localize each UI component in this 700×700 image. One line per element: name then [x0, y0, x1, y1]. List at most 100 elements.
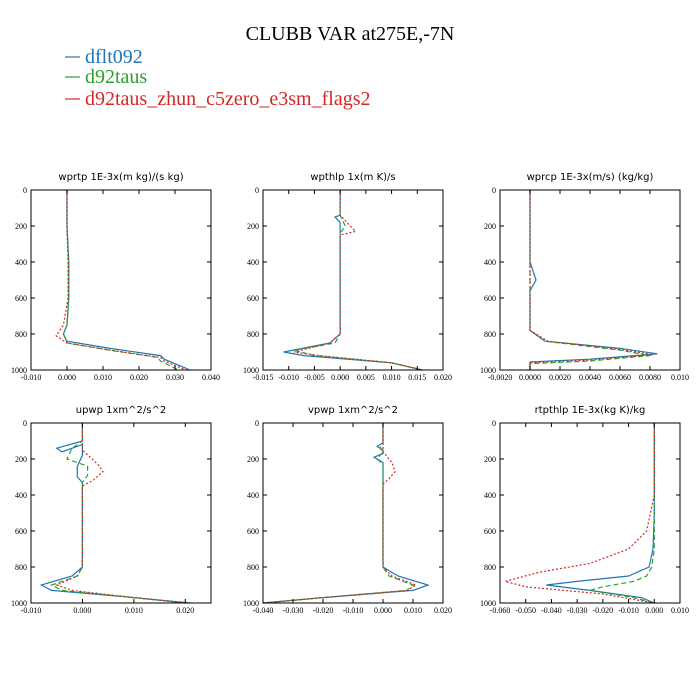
x-tick-label: 0.020	[130, 373, 148, 382]
x-tick-label: 0.0020	[549, 373, 571, 382]
y-tick-label: 400	[15, 258, 27, 267]
series-line-d92taus	[529, 190, 651, 370]
series-line-dflt092	[283, 190, 423, 371]
legend-label-d92taus: d92taus	[85, 66, 147, 88]
panel-title: wpthlp 1x(m K)/s	[310, 172, 395, 183]
y-tick-label: 0	[255, 186, 259, 195]
y-tick-label: 200	[247, 222, 259, 231]
series-line-d92taus_zhun_c5zero_e3sm_flags2	[529, 190, 654, 370]
series-line-d92taus_zhun_c5zero_e3sm_flags2	[55, 423, 186, 604]
y-tick-label: 400	[15, 491, 27, 500]
y-tick-label: 200	[484, 455, 496, 464]
x-tick-label: 0.010	[404, 606, 422, 615]
y-tick-label: 0	[23, 419, 27, 428]
panel-title: vpwp 1xm^2/s^2	[308, 405, 398, 416]
x-tick-label: -0.030	[283, 606, 304, 615]
y-tick-label: 600	[15, 527, 27, 536]
y-tick-label: 1000	[11, 366, 27, 375]
x-tick-label: 0.0040	[579, 373, 601, 382]
x-tick-label: -0.010	[618, 606, 639, 615]
x-tick-label: 0.020	[176, 606, 194, 615]
y-tick-label: 400	[484, 491, 496, 500]
x-tick-label: 0.015	[408, 373, 426, 382]
y-tick-label: 800	[247, 330, 259, 339]
y-tick-label: 800	[15, 330, 27, 339]
x-tick-label: 0.0000	[519, 373, 541, 382]
x-tick-label: 0.0060	[609, 373, 631, 382]
x-tick-label: 0.005	[357, 373, 375, 382]
x-tick-label: -0.050	[515, 606, 536, 615]
x-tick-label: 0.000	[374, 606, 392, 615]
x-tick-label: 0.020	[434, 373, 452, 382]
y-tick-label: 0	[492, 419, 496, 428]
y-tick-label: 800	[484, 563, 496, 572]
plot-frame	[30, 422, 212, 604]
series-line-dflt092	[529, 190, 658, 370]
x-tick-label: -0.020	[593, 606, 614, 615]
y-tick-label: 1000	[11, 599, 27, 608]
series-line-d92taus	[262, 423, 415, 604]
series-line-d92taus_zhun_c5zero_e3sm_flags2	[262, 423, 418, 604]
x-tick-label: -0.015	[253, 373, 274, 382]
series-line-d92taus	[293, 190, 423, 371]
y-tick-label: 200	[247, 455, 259, 464]
panel-title: upwp 1xm^2/s^2	[76, 405, 166, 416]
y-tick-label: 200	[15, 222, 27, 231]
x-tick-label: 0.040	[202, 373, 220, 382]
y-tick-label: 600	[247, 294, 259, 303]
x-tick-label: 0.010	[94, 373, 112, 382]
y-tick-label: 200	[484, 222, 496, 231]
x-tick-label: 0.030	[166, 373, 184, 382]
x-tick-label: -0.020	[313, 606, 334, 615]
series-line-dflt092	[262, 423, 430, 604]
panel-6: rtpthlp 1E-3x(kg K)/kg -0.060 -0.050 -0.040…	[480, 405, 689, 615]
panels: wprtp 1E-3x(m kg)/(s kg) -0.010 0.000 0.010…	[11, 172, 689, 615]
plot-frame	[262, 422, 444, 604]
y-tick-label: 1000	[243, 366, 259, 375]
panel-title: wprtp 1E-3x(m kg)/(s kg)	[58, 172, 183, 183]
series-line-dflt092	[39, 423, 191, 604]
y-tick-label: 0	[255, 419, 259, 428]
x-tick-label: -0.010	[21, 606, 42, 615]
legend-label-dflt092: dflt092	[85, 46, 143, 68]
y-tick-label: 400	[247, 258, 259, 267]
y-tick-label: 800	[484, 330, 496, 339]
figure-title: CLUBB VAR at275E,-7N	[246, 23, 455, 45]
x-tick-label: 0.010	[671, 373, 689, 382]
y-tick-label: 0	[492, 186, 496, 195]
y-tick-label: 600	[484, 527, 496, 536]
plot-frame	[262, 189, 444, 371]
y-tick-label: 600	[247, 527, 259, 536]
plot-frame	[30, 189, 212, 371]
panel-3: wprcp 1E-3x(m/s) (kg/kg) -0.0020 0.0000 0.0…	[480, 172, 689, 382]
panel-title: wprcp 1E-3x(m/s) (kg/kg)	[527, 172, 654, 183]
y-tick-label: 600	[15, 294, 27, 303]
series-line-dflt092	[62, 190, 190, 371]
x-tick-label: 0.000	[73, 606, 91, 615]
x-tick-label: 0.010	[125, 606, 143, 615]
x-tick-label: -0.010	[278, 373, 299, 382]
x-tick-label: -0.030	[567, 606, 588, 615]
y-tick-label: 600	[484, 294, 496, 303]
series-line-d92taus	[589, 423, 655, 604]
y-tick-label: 800	[15, 563, 27, 572]
x-tick-label: 0.020	[434, 606, 452, 615]
x-tick-label: -0.040	[541, 606, 562, 615]
panel-5: vpwp 1xm^2/s^2 -0.040 -0.030 -0.020 -0.010 0.…	[243, 405, 452, 615]
x-tick-label: 0.010	[671, 606, 689, 615]
panel-4: upwp 1xm^2/s^2 -0.010 0.000 0.010 0.020 0 200 4…	[11, 405, 212, 615]
panel-1: wprtp 1E-3x(m kg)/(s kg) -0.010 0.000 0.010…	[11, 172, 220, 382]
y-tick-label: 200	[15, 455, 27, 464]
x-tick-label: -0.010	[343, 606, 364, 615]
y-tick-label: 1000	[480, 366, 496, 375]
x-tick-label: 0.010	[383, 373, 401, 382]
plot-frame	[499, 189, 681, 371]
legend-label-d92taus-zhun: d92taus_zhun_c5zero_e3sm_flags2	[85, 88, 370, 110]
x-tick-label: -0.040	[253, 606, 274, 615]
y-tick-label: 1000	[243, 599, 259, 608]
series-line-d92taus	[50, 423, 186, 604]
y-tick-label: 0	[23, 186, 27, 195]
panel-2: wpthlp 1x(m K)/s -0.015 -0.010 -0.005 0.000 0…	[243, 172, 452, 382]
series-line-d92taus_zhun_c5zero_e3sm_flags2	[55, 190, 187, 371]
